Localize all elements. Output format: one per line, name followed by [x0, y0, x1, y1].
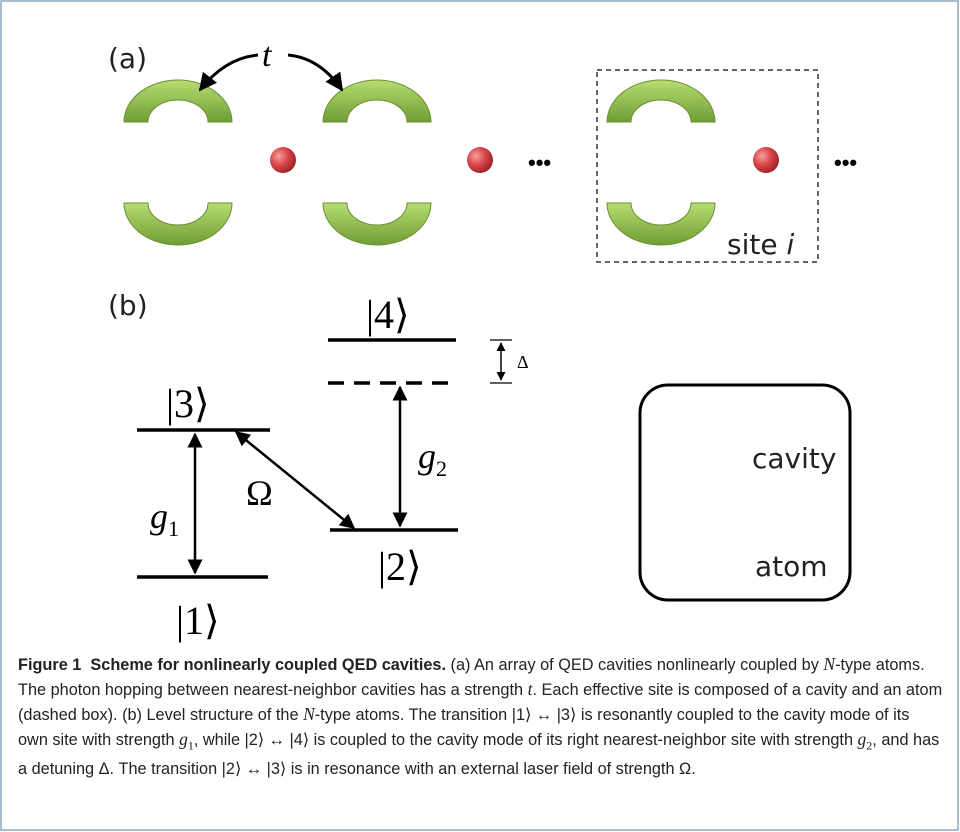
caption-symbol: g: [857, 729, 867, 749]
laser-label: Ω: [246, 473, 273, 513]
caption-text: , and has a detuning Δ. The transition |…: [18, 731, 940, 779]
hopping-arrow: [198, 53, 259, 92]
cavity-mirror: [322, 202, 432, 246]
detuning-label: Δ: [517, 352, 529, 372]
caption-symbol: N: [823, 654, 836, 674]
level-label: |2⟩: [378, 544, 422, 589]
coupling-index: 2: [436, 456, 447, 481]
laser-arrow: [234, 431, 356, 529]
caption-text: . Each effective site is composed of a c…: [18, 681, 943, 724]
cavity-mirror: [123, 202, 233, 246]
site-box: [596, 69, 819, 263]
caption-text: -type atoms. The photon hopping between …: [18, 656, 925, 699]
caption-subscript: 2: [866, 738, 873, 753]
decor: [123, 79, 779, 578]
levels: [137, 338, 458, 579]
cavity-mirror: [322, 79, 432, 123]
atom: [753, 147, 779, 173]
coupling-symbol: g: [150, 496, 168, 536]
coupling-label: g2: [418, 436, 447, 481]
caption-symbol: t: [527, 679, 533, 699]
caption-subscript: 1: [187, 738, 194, 753]
legend-label: cavity: [752, 442, 836, 475]
cavity-mirror: [123, 79, 233, 123]
caption-symbol: N: [303, 704, 315, 724]
cavity-mirror: [606, 79, 716, 123]
atom: [270, 147, 296, 173]
caption: Figure 1 Scheme for nonlinearly coupled …: [18, 652, 943, 781]
ellipsis: •••: [834, 150, 857, 175]
level-label: |4⟩: [366, 292, 410, 337]
atom: [467, 147, 493, 173]
legend-box: [638, 383, 852, 602]
site-label: site i: [727, 228, 794, 261]
level-label: |1⟩: [176, 598, 220, 643]
caption-heading: Scheme for nonlinearly coupled QED cavit…: [90, 656, 446, 674]
caption-text: -type atoms. The transition |1⟩ ↔ |3⟩ is…: [18, 706, 910, 749]
coupling-label: g1: [150, 496, 179, 541]
caption-text: (a) An array of QED cavities nonlinearly…: [450, 656, 824, 674]
hopping-label: t: [262, 37, 273, 74]
hopping-arrow: [287, 53, 344, 92]
site-text: site: [727, 228, 778, 261]
legend-label: atom: [755, 550, 828, 583]
caption-text: , while |2⟩ ↔ |4⟩ is coupled to the cavi…: [193, 731, 858, 749]
site-index: i: [786, 228, 794, 261]
caption-symbol: g: [179, 729, 188, 749]
panel-label: (b): [108, 289, 148, 322]
panel-label: (a): [108, 42, 147, 75]
ellipsis: •••: [528, 150, 551, 175]
coupling-symbol: g: [418, 436, 436, 476]
caption-label: Figure 1: [18, 656, 82, 674]
coupling-index: 1: [168, 516, 179, 541]
cavity-mirror: [606, 202, 716, 246]
level-label: |3⟩: [166, 381, 210, 426]
